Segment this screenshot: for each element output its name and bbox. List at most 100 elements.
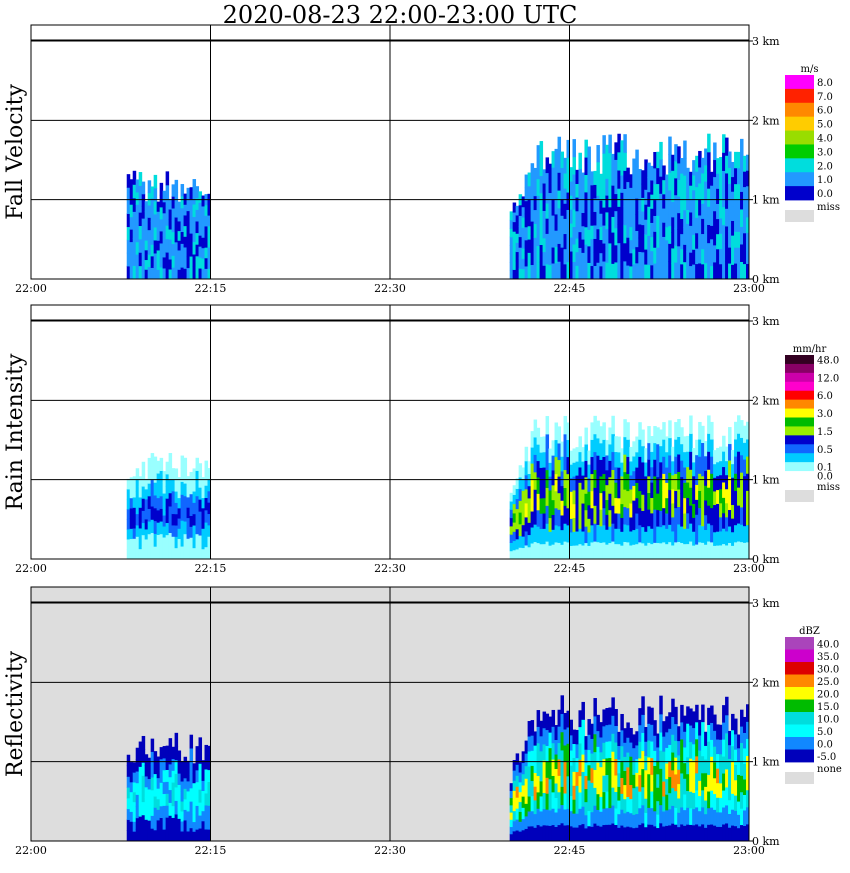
rain-intensity-panel: 22:00 22:15 22:30 22:45 23:00 0 km 1 km 2 km 3 k… <box>0 302 850 587</box>
x-tick-label: 22:45 <box>554 282 586 295</box>
x-tick-label: 22:30 <box>374 282 406 295</box>
legend-missing-label: miss <box>817 202 840 213</box>
legend-swatch <box>785 444 814 454</box>
y-tick-label: 1 km <box>752 756 780 769</box>
legend-swatch <box>785 649 814 663</box>
legend-swatch <box>785 426 814 436</box>
legend-swatch <box>785 408 814 418</box>
y-axis-label: Reflectivity <box>3 650 28 777</box>
legend-swatch <box>785 699 814 713</box>
echo-layer <box>126 133 750 280</box>
legend-swatch <box>785 662 814 675</box>
legend-swatch <box>785 75 814 90</box>
x-tick-label: 22:30 <box>374 844 406 857</box>
legend-swatch <box>785 102 814 118</box>
x-tick-label: 23:00 <box>733 562 765 575</box>
legend-label: 12.0 <box>817 373 839 384</box>
legend-missing-label: miss <box>817 482 840 493</box>
legend-swatch <box>785 144 814 159</box>
legend-swatch <box>785 355 814 365</box>
legend-swatch <box>785 363 814 374</box>
legend-missing-swatch <box>785 490 814 502</box>
x-tick-label: 22:00 <box>15 282 47 295</box>
legend-label: 1.5 <box>817 427 833 438</box>
legend-swatch <box>785 158 814 173</box>
x-tick-label: 22:00 <box>15 844 47 857</box>
legend-swatch <box>785 749 814 763</box>
reflectivity-panel: 22:00 22:15 22:30 22:45 23:00 0 km 1 km 2 km 3 k… <box>0 584 850 869</box>
legend-swatch <box>785 674 814 688</box>
y-tick-label: 0 km <box>752 553 780 566</box>
legend-swatch <box>785 399 814 409</box>
x-tick-label: 22:45 <box>554 844 586 857</box>
legend-swatch <box>785 88 814 104</box>
legend: m/s 8.0 7.0 6.0 5.0 4.0 3.0 2.0 1.0 0.0 miss <box>785 64 840 222</box>
legend-label: 0.0 <box>817 189 833 200</box>
legend-swatch <box>785 471 814 481</box>
legend-swatch <box>785 462 814 472</box>
grid <box>31 305 749 559</box>
y-tick-label: 0 km <box>752 273 780 286</box>
legend-missing-swatch <box>785 210 814 222</box>
legend-label: 0.1 <box>817 463 833 474</box>
legend-swatch <box>785 116 814 131</box>
x-tick-label: 22:30 <box>374 562 406 575</box>
legend-label: 0.0 <box>817 739 833 750</box>
x-tick-label: 23:00 <box>733 282 765 295</box>
y-axis-label: Fall Velocity <box>3 84 28 220</box>
legend-swatch <box>785 381 814 392</box>
y-tick-label: 3 km <box>752 597 780 610</box>
x-tick-label: 22:45 <box>554 562 586 575</box>
x-tick-label: 23:00 <box>733 844 765 857</box>
legend-label: 1.0 <box>817 175 833 186</box>
x-tick-label: 22:15 <box>195 562 227 575</box>
legend-swatch <box>785 737 814 750</box>
plot-frame <box>30 24 750 280</box>
legend-swatch <box>785 687 814 700</box>
legend-label: 20.0 <box>817 689 839 700</box>
y-tick-label: 0 km <box>752 835 780 848</box>
legend-label: 2.0 <box>817 161 833 172</box>
legend-label: 7.0 <box>817 92 833 103</box>
legend-swatch <box>785 637 814 650</box>
grid <box>31 587 749 841</box>
legend-swatch <box>785 372 814 383</box>
legend-swatch <box>785 417 814 427</box>
fall-velocity-panel: 22:00 22:15 22:30 22:45 23:00 0 km 1 km 2 km 3 k… <box>0 22 850 307</box>
plot-frame <box>30 586 750 842</box>
legend-label: -5.0 <box>817 752 836 763</box>
chart-title: 2020-08-23 22:00-23:00 UTC <box>222 1 578 29</box>
legend-label: 6.0 <box>817 391 833 402</box>
legend-label: 0.0 <box>817 472 833 483</box>
legend-swatch <box>785 453 814 463</box>
legend-label: 30.0 <box>817 664 839 675</box>
legend-missing-swatch <box>785 772 814 784</box>
legend-missing-label: none <box>817 764 842 775</box>
legend-label: 8.0 <box>817 78 833 89</box>
legend-title: m/s <box>801 64 819 75</box>
legend: dBZ 40.0 35.030.0 25.020.0 15.010.0 5.00.0 -5.… <box>785 626 842 784</box>
legend-label: 15.0 <box>817 702 839 713</box>
legend-title: mm/hr <box>793 344 827 355</box>
legend-swatch <box>785 130 814 145</box>
legend-swatch <box>785 724 814 738</box>
echo-layer <box>126 415 750 560</box>
y-tick-label: 3 km <box>752 315 780 328</box>
legend-label: 0.5 <box>817 445 833 456</box>
y-tick-label: 1 km <box>752 194 780 207</box>
legend-swatch <box>785 390 814 401</box>
grid <box>31 25 749 279</box>
legend-label: 10.0 <box>817 714 839 725</box>
legend-title: dBZ <box>799 626 820 637</box>
y-axis-label: Rain Intensity <box>3 353 28 510</box>
y-tick-label: 1 km <box>752 474 780 487</box>
legend-label: 48.0 <box>817 355 839 366</box>
legend-label: 3.0 <box>817 147 833 158</box>
x-tick-label: 22:00 <box>15 562 47 575</box>
legend-label: 35.0 <box>817 652 839 663</box>
legend-swatch <box>785 712 814 725</box>
legend-label: 4.0 <box>817 134 833 145</box>
legend-label: 40.0 <box>817 639 839 650</box>
x-tick-label: 22:15 <box>195 282 227 295</box>
